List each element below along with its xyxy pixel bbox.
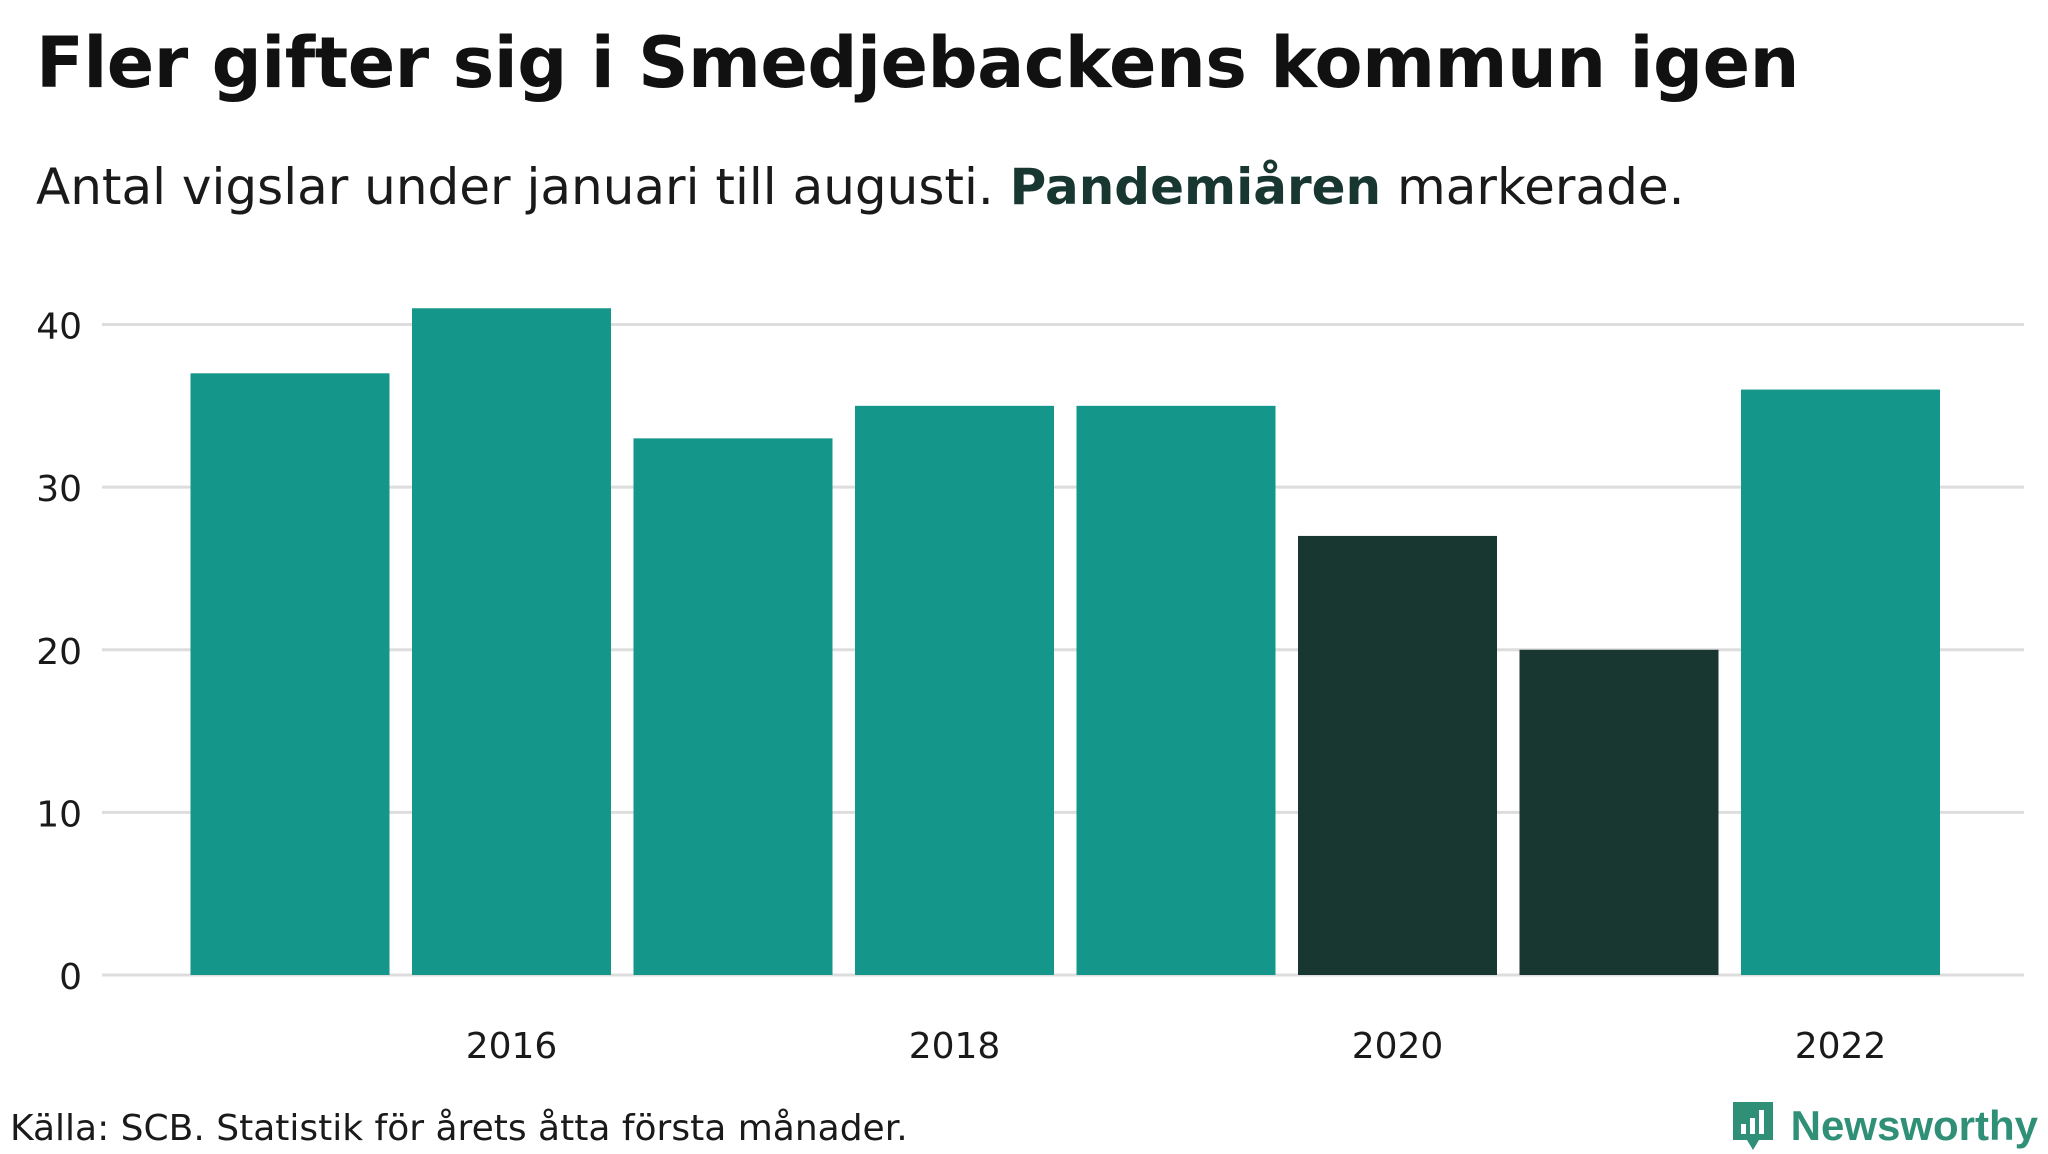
bars	[190, 308, 1940, 976]
brand-name: Newsworthy	[1790, 1102, 2038, 1149]
x-tick-label: 2022	[1795, 1026, 1887, 1067]
x-tick-label: 2016	[466, 1026, 558, 1067]
y-tick-label: 10	[36, 794, 82, 835]
newsworthy-logo: Newsworthy	[1729, 1098, 2038, 1154]
y-tick-label: 40	[36, 307, 82, 348]
chart-subtitle: Antal vigslar under januari till augusti…	[36, 158, 1684, 216]
subtitle-text: Antal vigslar under januari till augusti…	[36, 158, 1010, 216]
bar-2017	[633, 438, 833, 975]
x-tick-label: 2020	[1352, 1026, 1444, 1067]
source-note: Källa: SCB. Statistik för årets åtta för…	[10, 1108, 908, 1149]
bar-2016	[412, 308, 611, 975]
x-tick-label: 2018	[909, 1026, 1001, 1067]
bar-chart: 0 10 20 30 40 2016 2018 2020 2022	[36, 307, 2024, 1067]
y-tick-label: 20	[36, 632, 82, 673]
x-axis-ticks: 2016 2018 2020 2022	[466, 1026, 1887, 1067]
bar-chart-speech-bubble-icon	[1732, 1102, 1773, 1150]
y-tick-label: 0	[59, 957, 82, 998]
bar-2019	[1076, 405, 1276, 975]
bar-2022	[1741, 389, 1940, 976]
subtitle-suffix: markerade.	[1381, 158, 1685, 216]
grid-lines	[102, 323, 2024, 977]
bar-2020	[1298, 535, 1497, 975]
y-axis-ticks: 0 10 20 30 40	[36, 307, 82, 998]
bar-2018	[855, 405, 1054, 975]
bar-2021	[1519, 649, 1719, 975]
y-tick-label: 30	[36, 469, 82, 510]
bar-2015	[190, 373, 390, 975]
subtitle-highlight: Pandemiåren	[1009, 158, 1382, 216]
chart-title: Fler gifter sig i Smedjebackens kommun i…	[36, 22, 1799, 104]
